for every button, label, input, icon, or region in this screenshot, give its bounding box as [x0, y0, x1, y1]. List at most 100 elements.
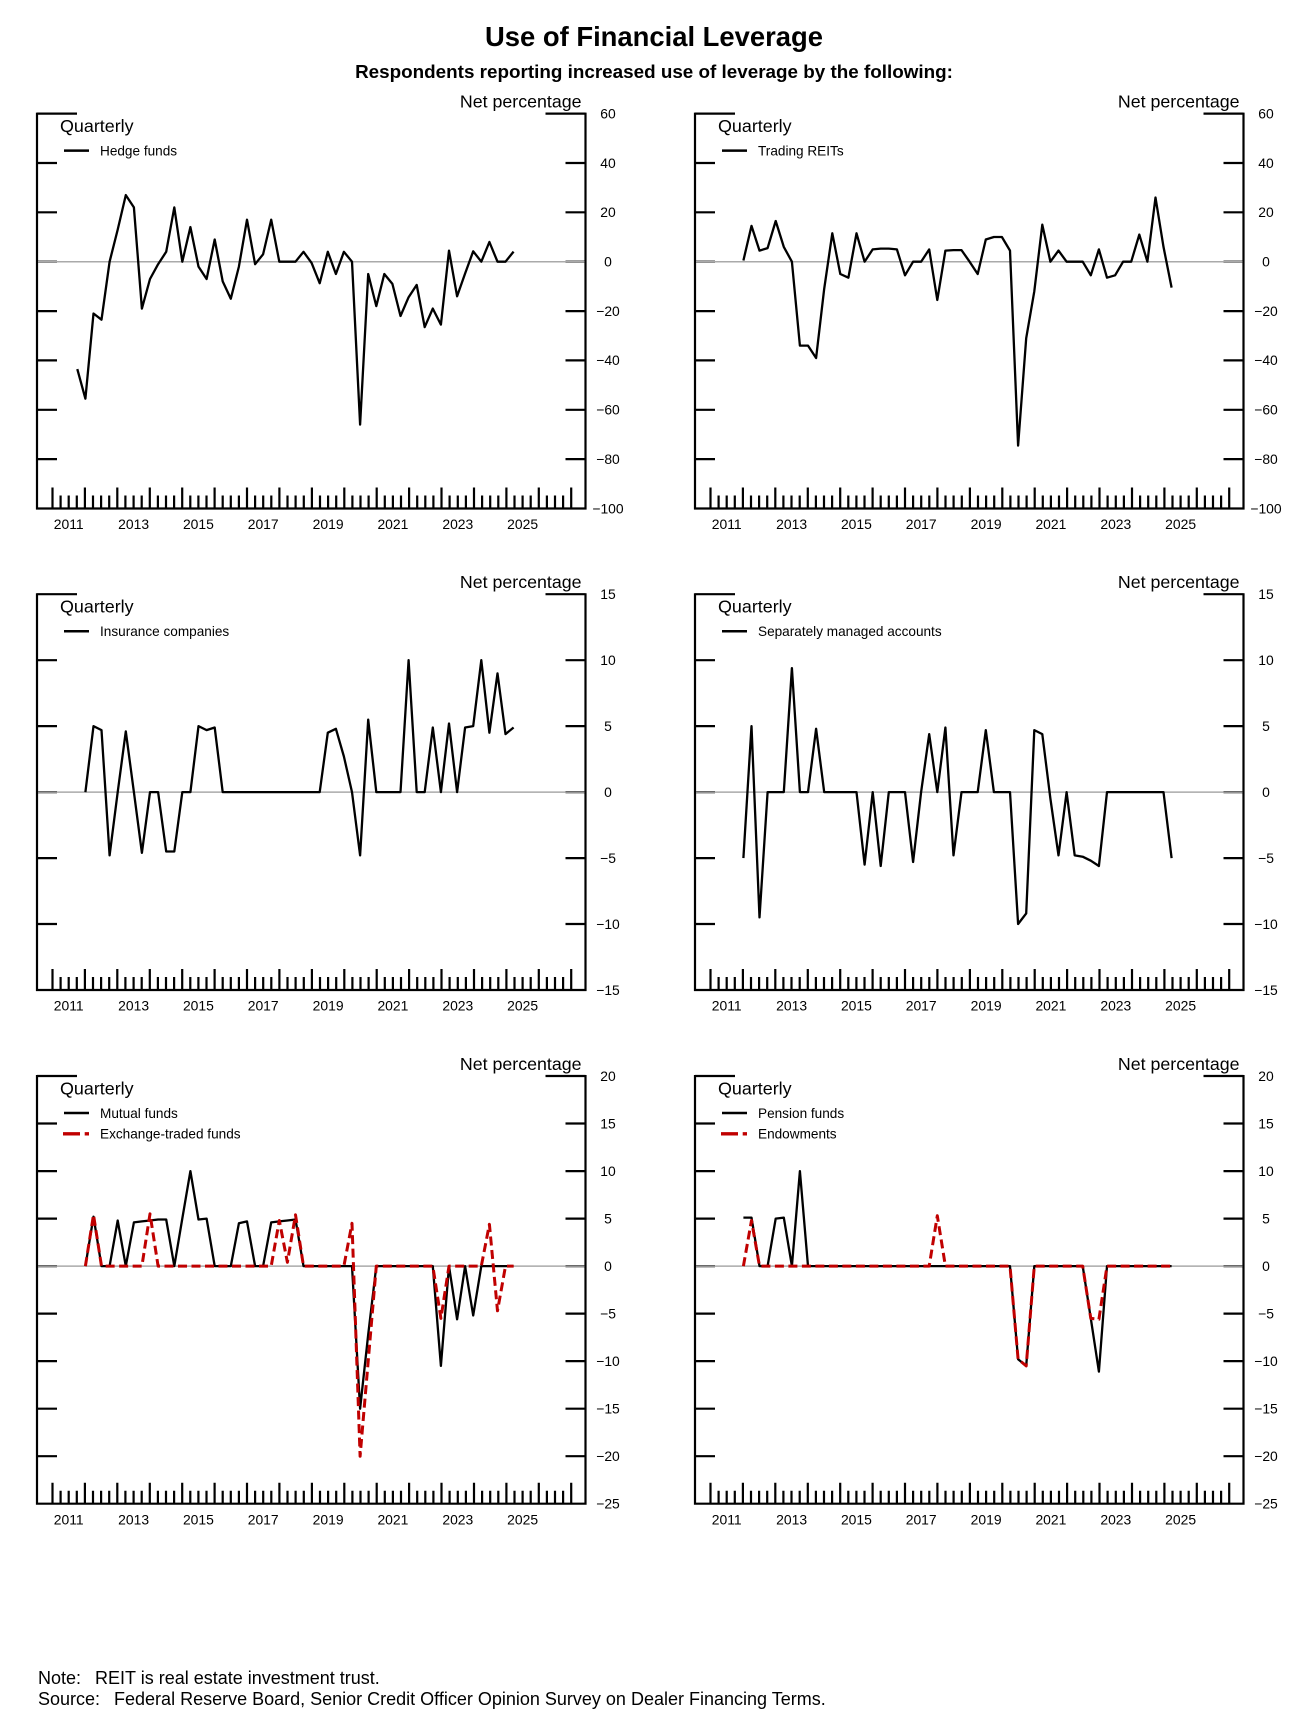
svg-text:−20: −20: [596, 1448, 620, 1464]
svg-text:2011: 2011: [54, 1511, 84, 1527]
svg-text:10: 10: [600, 1163, 616, 1179]
svg-text:−15: −15: [596, 982, 620, 998]
svg-text:Note: REIT is real estate inv: Note: REIT is real estate investment tru…: [38, 1668, 380, 1688]
svg-text:Net percentage: Net percentage: [460, 572, 582, 592]
svg-text:2017: 2017: [248, 998, 279, 1014]
svg-text:2015: 2015: [183, 998, 214, 1014]
svg-text:2023: 2023: [1100, 516, 1131, 532]
svg-text:2021: 2021: [377, 998, 408, 1014]
svg-text:Quarterly: Quarterly: [718, 1078, 792, 1098]
svg-text:0: 0: [604, 254, 612, 270]
svg-text:−40: −40: [1254, 352, 1278, 368]
svg-text:Hedge funds: Hedge funds: [100, 143, 177, 158]
svg-text:2025: 2025: [507, 998, 538, 1014]
svg-text:40: 40: [600, 155, 616, 171]
svg-text:5: 5: [1262, 718, 1270, 734]
svg-text:20: 20: [1258, 204, 1274, 220]
svg-text:0: 0: [1262, 784, 1270, 800]
svg-text:−100: −100: [1250, 500, 1282, 516]
svg-text:2013: 2013: [118, 1511, 149, 1527]
svg-text:2025: 2025: [507, 1511, 538, 1527]
svg-text:−5: −5: [1258, 850, 1274, 866]
svg-text:20: 20: [600, 204, 616, 220]
svg-text:−20: −20: [596, 303, 620, 319]
svg-text:2011: 2011: [712, 1511, 742, 1527]
svg-text:2025: 2025: [1165, 516, 1196, 532]
svg-text:2021: 2021: [1035, 998, 1066, 1014]
svg-text:−20: −20: [1254, 1448, 1278, 1464]
svg-text:2011: 2011: [54, 516, 84, 532]
svg-text:10: 10: [1258, 652, 1274, 668]
svg-text:0: 0: [1262, 254, 1270, 270]
svg-text:Exchange-traded funds: Exchange-traded funds: [100, 1127, 241, 1142]
svg-text:10: 10: [1258, 1163, 1274, 1179]
svg-text:10: 10: [600, 652, 616, 668]
svg-text:2013: 2013: [776, 998, 807, 1014]
svg-text:−5: −5: [1258, 1305, 1274, 1321]
svg-text:−10: −10: [596, 1353, 620, 1369]
svg-text:2013: 2013: [118, 998, 149, 1014]
svg-text:Quarterly: Quarterly: [60, 116, 134, 136]
svg-text:Quarterly: Quarterly: [718, 116, 792, 136]
svg-text:−80: −80: [1254, 451, 1278, 467]
svg-text:−5: −5: [600, 1305, 616, 1321]
svg-text:−60: −60: [1254, 402, 1278, 418]
svg-text:Source: Federal Reserve Board: Source: Federal Reserve Board, Senior Cr…: [38, 1689, 826, 1709]
svg-text:20: 20: [1258, 1068, 1274, 1084]
svg-text:−40: −40: [596, 352, 620, 368]
svg-text:2023: 2023: [442, 1511, 473, 1527]
svg-text:2025: 2025: [507, 516, 538, 532]
svg-text:Insurance companies: Insurance companies: [100, 624, 229, 639]
svg-text:Quarterly: Quarterly: [718, 597, 792, 617]
svg-text:−60: −60: [596, 402, 620, 418]
svg-text:Net percentage: Net percentage: [1118, 572, 1240, 592]
svg-text:Quarterly: Quarterly: [60, 597, 134, 617]
svg-text:2025: 2025: [1165, 1511, 1196, 1527]
svg-text:−20: −20: [1254, 303, 1278, 319]
svg-text:2023: 2023: [1100, 1511, 1131, 1527]
svg-text:5: 5: [604, 1210, 612, 1226]
svg-text:2019: 2019: [971, 1511, 1002, 1527]
svg-text:2023: 2023: [1100, 998, 1131, 1014]
svg-text:−15: −15: [1254, 1401, 1278, 1417]
svg-text:2023: 2023: [442, 516, 473, 532]
svg-text:2025: 2025: [1165, 998, 1196, 1014]
svg-text:Use of Financial Leverage: Use of Financial Leverage: [485, 21, 823, 52]
svg-text:60: 60: [600, 105, 616, 121]
svg-text:Separately managed accounts: Separately managed accounts: [758, 624, 942, 639]
svg-text:2013: 2013: [776, 1511, 807, 1527]
svg-text:15: 15: [600, 1115, 616, 1131]
svg-text:2011: 2011: [712, 998, 742, 1014]
svg-text:−15: −15: [596, 1401, 620, 1417]
svg-text:60: 60: [1258, 105, 1274, 121]
svg-text:2019: 2019: [313, 998, 344, 1014]
svg-text:0: 0: [604, 784, 612, 800]
svg-text:15: 15: [1258, 586, 1274, 602]
svg-text:Net percentage: Net percentage: [460, 1054, 582, 1074]
svg-text:2019: 2019: [313, 516, 344, 532]
svg-text:−15: −15: [1254, 982, 1278, 998]
svg-text:−10: −10: [1254, 1353, 1278, 1369]
svg-text:2017: 2017: [906, 1511, 937, 1527]
svg-text:2015: 2015: [841, 1511, 872, 1527]
svg-text:Quarterly: Quarterly: [60, 1078, 134, 1098]
svg-text:2021: 2021: [377, 516, 408, 532]
svg-text:−80: −80: [596, 451, 620, 467]
svg-text:2021: 2021: [1035, 516, 1066, 532]
svg-text:2015: 2015: [841, 998, 872, 1014]
svg-text:2011: 2011: [712, 516, 742, 532]
svg-text:2019: 2019: [971, 516, 1002, 532]
svg-text:2015: 2015: [841, 516, 872, 532]
svg-text:2021: 2021: [377, 1511, 408, 1527]
svg-text:2017: 2017: [906, 998, 937, 1014]
svg-text:2017: 2017: [906, 516, 937, 532]
svg-text:−10: −10: [596, 916, 620, 932]
svg-text:Trading REITs: Trading REITs: [758, 143, 844, 158]
svg-text:2011: 2011: [54, 998, 84, 1014]
svg-text:2013: 2013: [776, 516, 807, 532]
svg-text:−25: −25: [1254, 1496, 1278, 1512]
svg-text:0: 0: [1262, 1258, 1270, 1274]
svg-text:Mutual funds: Mutual funds: [100, 1106, 178, 1121]
svg-text:−10: −10: [1254, 916, 1278, 932]
svg-text:20: 20: [600, 1068, 616, 1084]
